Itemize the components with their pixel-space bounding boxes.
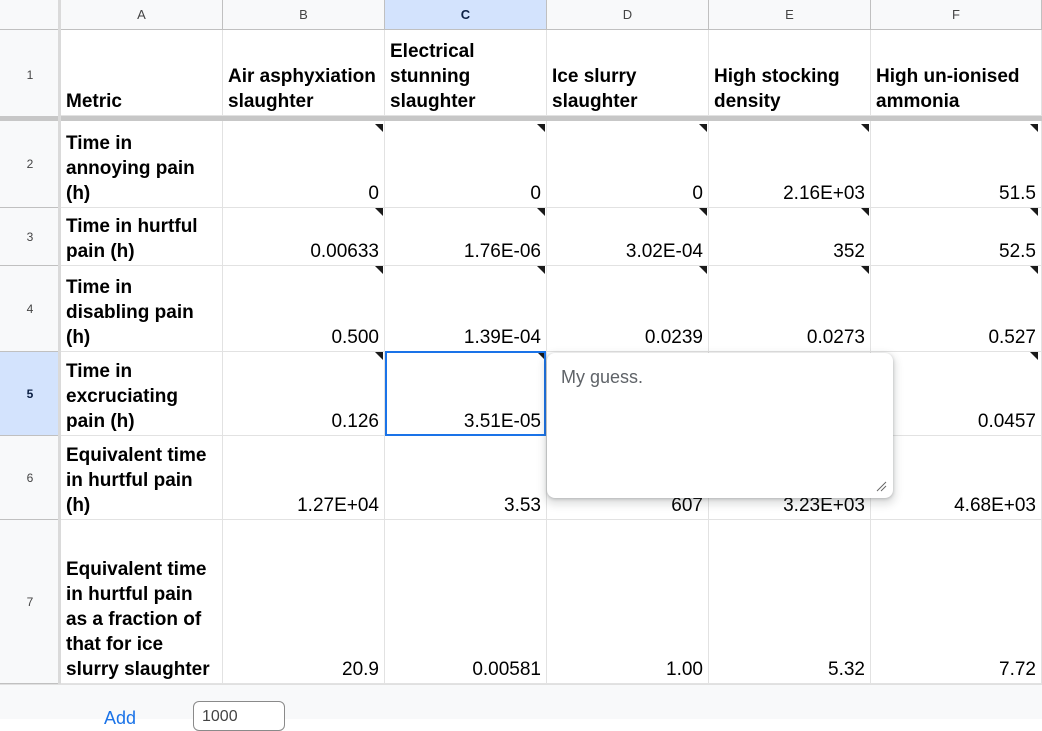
cell-d4[interactable]: 0.0239: [547, 266, 709, 352]
comment-indicator[interactable]: [537, 266, 545, 274]
select-all-corner[interactable]: [0, 0, 61, 30]
comment-indicator[interactable]: [1030, 208, 1038, 216]
cell-f5[interactable]: 0.0457: [871, 352, 1042, 436]
cell-d7[interactable]: 1.00: [547, 520, 709, 684]
cell-d3[interactable]: 3.02E-04: [547, 208, 709, 266]
row-header-1[interactable]: 1: [0, 30, 61, 120]
cell-b5[interactable]: 0.126: [223, 352, 385, 436]
cell-b3[interactable]: 0.00633: [223, 208, 385, 266]
comment-indicator[interactable]: [537, 124, 545, 132]
cell-a6[interactable]: Equivalent time in hurtful pain (h): [61, 436, 223, 520]
cell-a2[interactable]: Time in annoying pain (h): [61, 121, 223, 208]
comment-indicator[interactable]: [699, 266, 707, 274]
cell-f6[interactable]: 4.68E+03: [871, 436, 1042, 520]
cell-f4[interactable]: 0.527: [871, 266, 1042, 352]
comment-indicator[interactable]: [537, 208, 545, 216]
cell-e1[interactable]: High stocking density: [709, 30, 871, 116]
cell-d2[interactable]: 0: [547, 121, 709, 208]
cell-a5[interactable]: Time in excruciating pain (h): [61, 352, 223, 436]
cell-b2[interactable]: 0: [223, 121, 385, 208]
row-header-2[interactable]: 2: [0, 120, 61, 208]
cell-a3[interactable]: Time in hurtful pain (h): [61, 208, 223, 266]
cell-e4[interactable]: 0.0273: [709, 266, 871, 352]
frozen-row-divider[interactable]: [0, 116, 1042, 121]
row-header-5[interactable]: 5: [0, 352, 61, 436]
column-header-c[interactable]: C: [385, 0, 547, 30]
cell-c6[interactable]: 3.53: [385, 436, 547, 520]
comment-note-popup[interactable]: My guess.: [547, 353, 893, 498]
column-header-d[interactable]: D: [547, 0, 709, 30]
cell-e3[interactable]: 352: [709, 208, 871, 266]
comment-indicator[interactable]: [375, 352, 383, 360]
comment-note-text[interactable]: My guess.: [561, 367, 644, 387]
comment-indicator[interactable]: [861, 124, 869, 132]
cell-c4[interactable]: 1.39E-04: [385, 266, 547, 352]
row-header-7[interactable]: 7: [0, 520, 61, 684]
active-cell-selection: [385, 351, 546, 436]
cell-f7[interactable]: 7.72: [871, 520, 1042, 684]
cell-c7[interactable]: 0.00581: [385, 520, 547, 684]
comment-indicator[interactable]: [537, 352, 545, 360]
cell-e2[interactable]: 2.16E+03: [709, 121, 871, 208]
comment-indicator[interactable]: [699, 208, 707, 216]
cell-b6[interactable]: 1.27E+04: [223, 436, 385, 520]
column-header-f[interactable]: F: [871, 0, 1042, 30]
cell-a4[interactable]: Time in disabling pain (h): [61, 266, 223, 352]
column-header-a[interactable]: A: [61, 0, 223, 30]
cell-b1[interactable]: Air asphyxiation slaughter: [223, 30, 385, 116]
comment-indicator[interactable]: [375, 266, 383, 274]
column-header-e[interactable]: E: [709, 0, 871, 30]
cell-c2[interactable]: 0: [385, 121, 547, 208]
comment-indicator[interactable]: [1030, 266, 1038, 274]
cell-b4[interactable]: 0.500: [223, 266, 385, 352]
cell-e7[interactable]: 5.32: [709, 520, 871, 684]
cell-c1[interactable]: Electrical stunning slaughter: [385, 30, 547, 116]
add-rows-button[interactable]: Add: [104, 708, 137, 728]
cell-a7[interactable]: Equivalent time in hurtful pain as a fra…: [61, 520, 223, 684]
comment-indicator[interactable]: [1030, 352, 1038, 360]
cell-a1[interactable]: Metric: [61, 30, 223, 116]
comment-indicator[interactable]: [1030, 124, 1038, 132]
row-header-6[interactable]: 6: [0, 436, 61, 520]
cell-f1[interactable]: High un-ionised ammonia: [871, 30, 1042, 116]
sheet-footer: [0, 684, 1042, 719]
comment-indicator[interactable]: [861, 208, 869, 216]
comment-indicator[interactable]: [699, 124, 707, 132]
comment-indicator[interactable]: [861, 266, 869, 274]
rows-count-input[interactable]: 1000: [193, 701, 285, 731]
frozen-column-divider[interactable]: [58, 0, 61, 684]
cell-f3[interactable]: 52.5: [871, 208, 1042, 266]
row-header-3[interactable]: 3: [0, 208, 61, 266]
comment-indicator[interactable]: [375, 124, 383, 132]
cell-d1[interactable]: Ice slurry slaughter: [547, 30, 709, 116]
cell-f2[interactable]: 51.5: [871, 121, 1042, 208]
column-header-b[interactable]: B: [223, 0, 385, 30]
row-header-4[interactable]: 4: [0, 266, 61, 352]
resize-handle-icon[interactable]: [875, 480, 887, 492]
cell-b7[interactable]: 20.9: [223, 520, 385, 684]
comment-indicator[interactable]: [375, 208, 383, 216]
cell-c3[interactable]: 1.76E-06: [385, 208, 547, 266]
